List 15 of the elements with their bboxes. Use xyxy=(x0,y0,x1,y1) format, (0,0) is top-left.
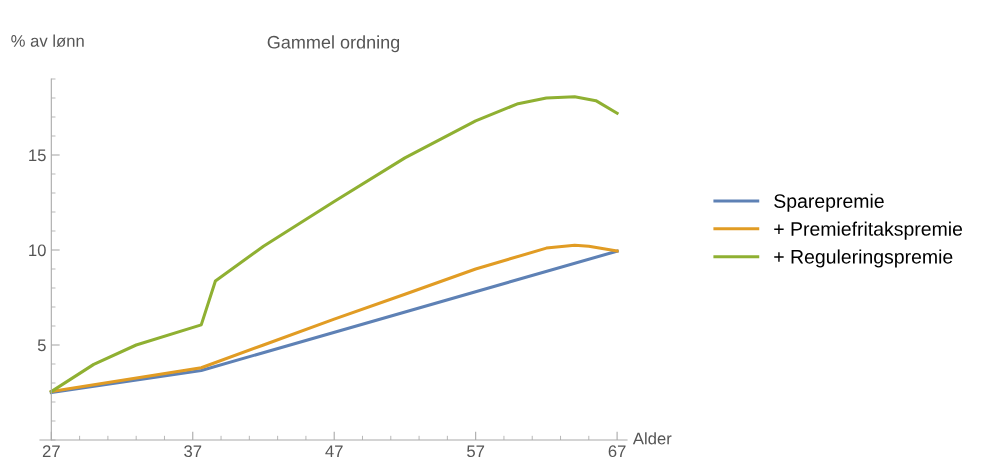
x-tick-label: 27 xyxy=(42,445,60,457)
legend-label: + Premiefritakspremie xyxy=(774,221,963,240)
legend-label: Sparepremie xyxy=(774,193,884,212)
y-tick-label: 5 xyxy=(37,339,46,352)
x-axis-title: Alder xyxy=(632,432,672,445)
y-tick-label: 15 xyxy=(29,149,46,162)
x-tick-label: 37 xyxy=(184,445,202,458)
legend-label: + Reguleringspremie xyxy=(774,249,953,268)
x-tick-label: 47 xyxy=(325,445,343,457)
x-tick-label: 57 xyxy=(467,445,485,458)
chart-title: Gammel ordning xyxy=(267,35,400,53)
y-tick-label: 10 xyxy=(29,244,46,257)
y-axis-title: % av lønn xyxy=(11,34,84,47)
line-series xyxy=(49,95,619,394)
x-tick-label: 67 xyxy=(608,445,626,458)
